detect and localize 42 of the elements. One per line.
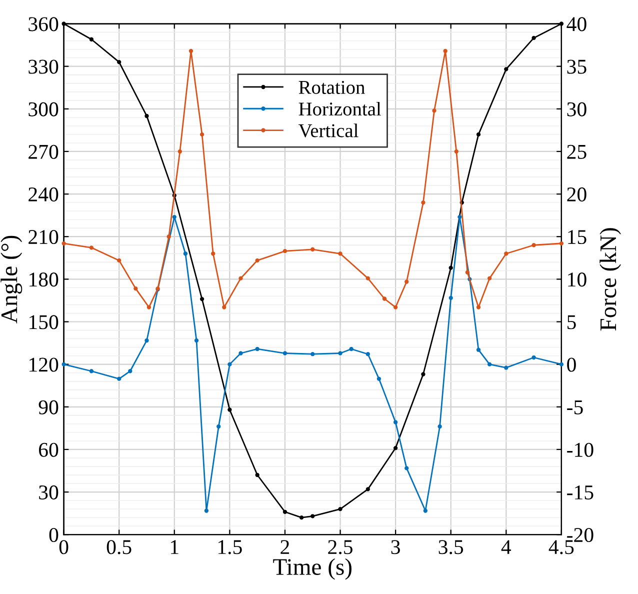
y-axis-title: Angle (°) (0, 236, 22, 324)
y-tick-label: 90 (38, 400, 58, 414)
legend-label: Horizontal (298, 102, 382, 116)
x-tick-label: 3.5 (438, 540, 464, 554)
y-tick-label: 360 (28, 17, 58, 32)
x-tick-label: 2.5 (328, 540, 352, 554)
y-tick-label: 180 (30, 272, 58, 287)
y-tick-label: 60 (39, 442, 58, 457)
y-tick-label: 330 (28, 60, 58, 74)
legend-label: Rotation (298, 80, 365, 94)
y-tick-label: 120 (30, 358, 58, 372)
y-tick-label: 30 (39, 485, 58, 500)
y2-tick-label: 25 (567, 144, 586, 159)
y2-tick-label: -20 (567, 528, 594, 542)
y2-tick-label: 40 (566, 17, 586, 32)
x-tick-label: 2 (280, 540, 290, 554)
y-tick-label: 210 (28, 230, 58, 244)
y-tick-label: 300 (28, 102, 58, 116)
x-tick-label: 4.5 (548, 540, 574, 554)
y-tick-label: 240 (28, 187, 58, 202)
x-tick-label: 1.5 (218, 540, 242, 554)
y2-tick-label: 10 (568, 272, 586, 287)
x-tick-label: 0.5 (106, 540, 132, 554)
y2-axis-title: Force (kN) (600, 228, 622, 331)
x-tick-label: 1 (171, 540, 178, 554)
x-tick-label: 3 (391, 540, 400, 554)
legend-label: Vertical (298, 124, 358, 138)
y2-tick-label: 30 (567, 102, 586, 116)
y2-tick-label: -15 (567, 486, 594, 500)
y2-tick-label: 35 (567, 60, 586, 74)
y-tick-label: 0 (49, 528, 58, 542)
x-tick-label: 0 (59, 540, 68, 554)
y2-tick-label: -5 (567, 400, 583, 414)
y2-tick-label: 15 (568, 230, 586, 244)
y2-tick-label: 0 (567, 358, 576, 372)
x-axis-title: Time (s) (273, 558, 352, 580)
y2-tick-label: 5 (568, 315, 576, 330)
y-tick-label: 150 (30, 315, 58, 330)
y2-tick-label: -10 (567, 442, 594, 457)
x-tick-label: 4 (501, 540, 512, 554)
y2-tick-label: 20 (567, 187, 586, 202)
y-tick-label: 270 (28, 144, 58, 159)
